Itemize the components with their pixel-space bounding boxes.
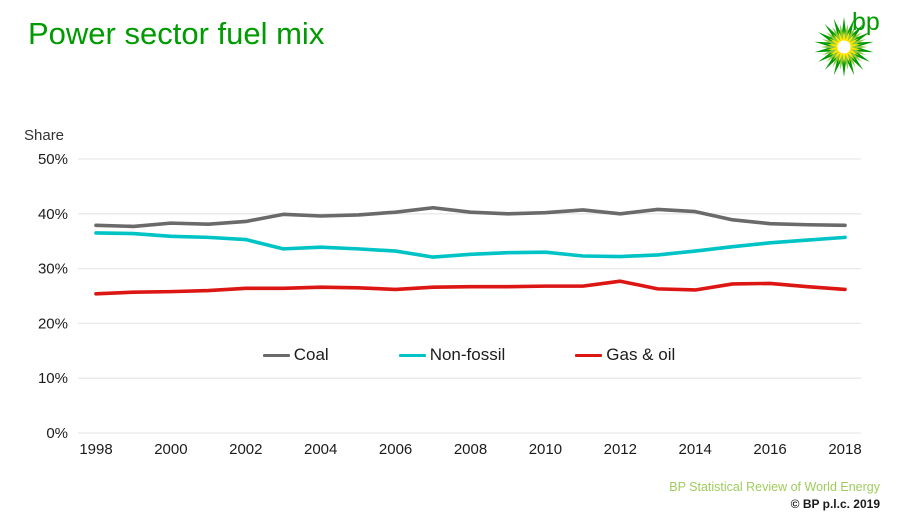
- y-tick-0%: 0%: [46, 425, 68, 442]
- chart-legend: Coal Non-fossil Gas & oil: [78, 343, 860, 367]
- y-tick-30%: 30%: [38, 261, 68, 278]
- footer-copyright: © BP p.l.c. 2019: [790, 496, 880, 511]
- x-tick-2004: 2004: [304, 441, 337, 458]
- y-axis-title: Share: [24, 127, 64, 144]
- bp-logo: bp: [814, 8, 880, 77]
- coal-line-swatch: [262, 353, 290, 357]
- y-tick-10%: 10%: [38, 370, 68, 387]
- legend-item-non-fossil: Non-fossil: [398, 345, 506, 365]
- coal-legend-label: Coal: [293, 345, 329, 364]
- footer-source: BP Statistical Review of World Energy: [669, 479, 880, 494]
- page-title: Power sector fuel mix: [28, 16, 325, 51]
- y-tick-20%: 20%: [38, 315, 68, 332]
- coal-line: [94, 205, 847, 229]
- x-tick-2012: 2012: [604, 441, 637, 458]
- x-tick-2000: 2000: [154, 441, 187, 458]
- x-tick-2006: 2006: [379, 441, 412, 458]
- x-tick-2010: 2010: [529, 441, 562, 458]
- gas-oil-line-swatch: [575, 353, 603, 357]
- non-fossil-line-swatch: [398, 353, 426, 357]
- gas-oil-line: [94, 279, 847, 296]
- x-tick-2002: 2002: [229, 441, 262, 458]
- legend-item-gas-oil: Gas & oil: [575, 345, 675, 365]
- helios-center: [837, 40, 851, 54]
- non-fossil-line: [94, 231, 847, 259]
- y-tick-50%: 50%: [38, 151, 68, 168]
- x-tick-2008: 2008: [454, 441, 487, 458]
- y-tick-40%: 40%: [38, 206, 68, 223]
- footer: BP Statistical Review of World Energy © …: [669, 479, 880, 512]
- non-fossil-legend-label: Non-fossil: [429, 345, 506, 364]
- gas-oil-legend-label: Gas & oil: [606, 345, 676, 364]
- x-tick-1998: 1998: [79, 441, 112, 458]
- legend-item-coal: Coal: [262, 345, 329, 365]
- x-tick-2018: 2018: [828, 441, 861, 458]
- bp-helios-icon: [814, 17, 874, 77]
- x-tick-2016: 2016: [753, 441, 786, 458]
- x-tick-2014: 2014: [679, 441, 712, 458]
- bp-logo-text: bp: [852, 8, 880, 36]
